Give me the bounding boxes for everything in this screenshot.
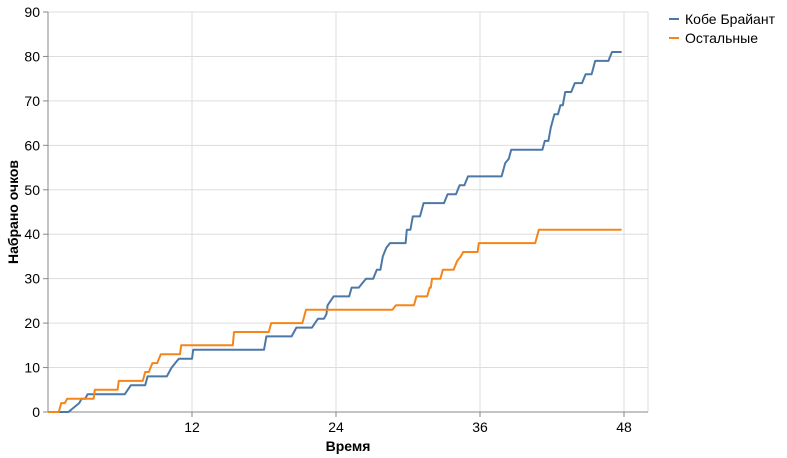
y-tick-label: 50 xyxy=(24,182,40,198)
y-tick-label: 80 xyxy=(24,48,40,64)
series-line-1 xyxy=(48,228,622,413)
legend-label-0: Кобе Брайант xyxy=(685,11,776,27)
y-tick-label: 70 xyxy=(24,93,40,109)
x-axis-title: Время xyxy=(326,438,371,454)
y-tick-label: 30 xyxy=(24,271,40,287)
series-line-0 xyxy=(48,51,622,413)
axes: 0 10 20 30 40 50 60 70 80 90 12 24 36 48 xyxy=(24,4,648,435)
x-tick-label: 12 xyxy=(184,419,200,435)
y-tick-label: 40 xyxy=(24,226,40,242)
legend: Кобе Брайант Остальные xyxy=(669,11,776,46)
x-tick-label: 48 xyxy=(616,419,632,435)
y-axis-title: Набрано очков xyxy=(5,160,21,264)
gridlines xyxy=(48,11,649,413)
y-tick-label: 0 xyxy=(32,404,40,420)
y-tick-label: 60 xyxy=(24,137,40,153)
y-tick-label: 90 xyxy=(24,4,40,20)
x-tick-label: 24 xyxy=(328,419,344,435)
y-tick-label: 20 xyxy=(24,315,40,331)
legend-label-1: Остальные xyxy=(685,30,758,46)
series-lines xyxy=(48,51,622,413)
x-tick-label: 36 xyxy=(472,419,488,435)
y-tick-label: 10 xyxy=(24,360,40,376)
